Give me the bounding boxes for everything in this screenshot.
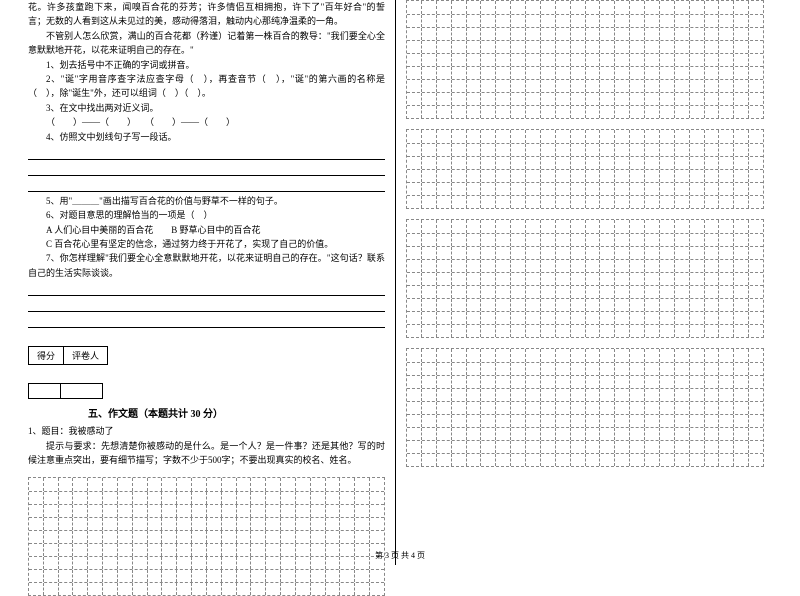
section-5-title: 五、作文题（本题共计 30 分） xyxy=(88,405,385,420)
writing-grid-r4[interactable] xyxy=(406,348,764,467)
question-6c: C 百合花心里有坚定的信念，通过努力终于开花了，实现了自己的价值。 xyxy=(28,237,385,251)
question-3b: （ ）——（ ） （ ）——（ ） xyxy=(28,115,385,129)
question-7: 7、你怎样理解"我们要全心全意默默地开花，以花来证明自己的存在。"这句话？联系自… xyxy=(28,251,385,280)
blank-line xyxy=(28,178,385,192)
score-box-empty xyxy=(28,383,385,399)
grader-cell[interactable] xyxy=(61,383,103,399)
writing-grid-r1[interactable] xyxy=(406,0,764,119)
passage-p2: 不管别人怎么欣赏，满山的百合花都（矜谨）记着第一株百合的教导："我们要全心全意默… xyxy=(28,29,385,58)
question-5: 5、用"＿＿＿"画出描写百合花的价值与野草不一样的句子。 xyxy=(28,194,385,208)
essay-prompt-body: 提示与要求：先想清楚你被感动的是什么。是一个人？是一件事？还是其他？写的时候注意… xyxy=(28,439,385,468)
score-box: 得分 评卷人 xyxy=(28,346,385,365)
blank-line xyxy=(28,146,385,160)
blank-line xyxy=(28,162,385,176)
writing-grid-r3[interactable] xyxy=(406,219,764,338)
writing-grid-r2[interactable] xyxy=(406,129,764,209)
question-1: 1、划去括号中不正确的字词或拼音。 xyxy=(28,58,385,72)
passage-p1: 花。许多孩童跑下来，闻嗅百合花的芬芳；许多情侣互相拥抱，许下了"百年好合"的誓言… xyxy=(28,0,385,29)
score-cell[interactable] xyxy=(28,383,61,399)
question-3: 3、在文中找出两对近义词。 xyxy=(28,101,385,115)
blank-line xyxy=(28,282,385,296)
grader-label: 评卷人 xyxy=(64,346,108,365)
page-footer: 第 3 页 共 4 页 xyxy=(0,550,800,561)
right-column xyxy=(396,0,764,565)
question-6: 6、对题目意思的理解恰当的一项是（ ） xyxy=(28,208,385,222)
blank-line xyxy=(28,314,385,328)
question-2: 2、"诞"字用音序查字法应查字母（ ），再查音节（ ），"诞"的第六画的名称是（… xyxy=(28,72,385,101)
essay-prompt-label: 1、题目：我被感动了 xyxy=(28,424,385,438)
blank-line xyxy=(28,298,385,312)
left-column: 花。许多孩童跑下来，闻嗅百合花的芬芳；许多情侣互相拥抱，许下了"百年好合"的誓言… xyxy=(28,0,396,565)
writing-grid-left[interactable] xyxy=(28,477,385,596)
score-label: 得分 xyxy=(28,346,64,365)
question-6a: A 人们心目中美丽的百合花 B 野草心目中的百合花 xyxy=(28,223,385,237)
question-4: 4、仿照文中划线句子写一段话。 xyxy=(28,130,385,144)
